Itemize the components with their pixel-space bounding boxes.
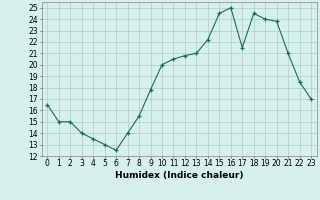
X-axis label: Humidex (Indice chaleur): Humidex (Indice chaleur) <box>115 171 244 180</box>
